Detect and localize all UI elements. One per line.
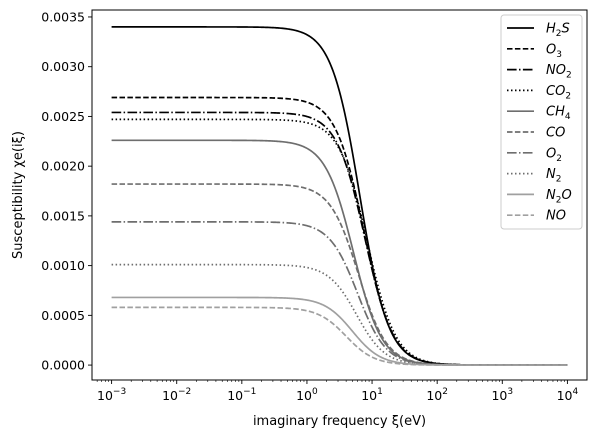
legend-label-co2: CO2 — [546, 84, 571, 102]
y-tick-label: 0.0030 — [41, 59, 85, 74]
y-tick-label: 0.0000 — [41, 358, 85, 373]
legend-box — [500, 14, 583, 230]
x-axis-label: imaginary frequency ξ(eV) — [253, 414, 426, 429]
y-tick-label: 0.0025 — [41, 109, 85, 124]
y-axis: 0.0000 0.0005 0.0010 0.0015 0.0020 0.0025 0.00… — [41, 9, 92, 373]
x-tick-label: 102 — [426, 387, 448, 403]
y-tick-label: 0.0035 — [41, 9, 85, 24]
series-layer — [111, 26, 568, 366]
legend-label-n2o: N2O — [546, 188, 572, 206]
y-tick-label: 0.0020 — [41, 159, 85, 174]
x-axis: 10−3 10−2 10−1 100 101 102 103 104 — [96, 380, 579, 403]
legend-label-co: CO — [546, 126, 565, 141]
legend-label-ch4: CH4 — [546, 105, 571, 123]
legend-label-n2: N2 — [546, 167, 561, 185]
x-tick-label: 104 — [557, 387, 579, 403]
legend-label-no2: NO2 — [546, 63, 572, 81]
x-tick-label: 10−1 — [227, 387, 256, 403]
y-axis-label: Susceptibility χe(iξ) — [11, 131, 26, 259]
x-tick-label: 103 — [491, 387, 513, 403]
series-line-o2 — [111, 221, 568, 366]
y-tick-label: 0.0015 — [41, 208, 85, 223]
series-line-o3 — [111, 96, 568, 366]
series-line-no — [111, 306, 568, 366]
legend: H2S O3 NO2 CO2 CH4 CO O2 N2 N2O NO — [500, 14, 583, 230]
plot-frame — [91, 9, 588, 381]
x-tick-label: 101 — [361, 387, 383, 403]
legend-label-no: NO — [546, 209, 566, 224]
x-tick-label: 10−2 — [162, 387, 191, 403]
y-tick-label: 0.0010 — [41, 258, 85, 273]
legend-label-o3: O3 — [546, 42, 562, 60]
x-tick-label: 10−3 — [97, 387, 126, 403]
y-tick-label: 0.0005 — [41, 308, 85, 323]
x-tick-label: 100 — [296, 387, 318, 403]
legend-label-h2s: H2S — [546, 22, 570, 40]
legend-label-o2: O2 — [546, 146, 562, 164]
